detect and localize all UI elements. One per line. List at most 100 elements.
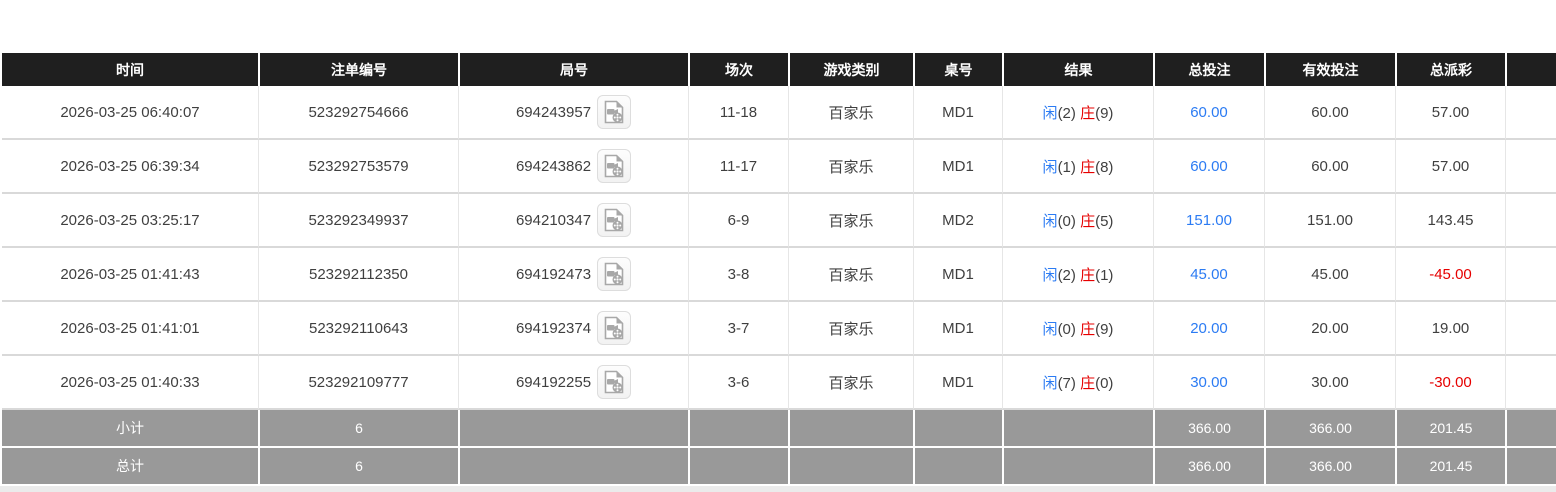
player-result-label: 闲: [1042, 374, 1058, 392]
cell-time: 2026-03-25 01:41:01: [2, 302, 258, 356]
page: 时间 注单编号 局号 场次 游戏类别 桌号 结果 总投注 有效投注 总派彩 20…: [0, 53, 1556, 492]
table-row: 2026-03-25 03:25:17 523292349937 6942103…: [2, 194, 1556, 248]
cell-table-no: MD2: [913, 194, 1002, 248]
summary-empty-table-no: [913, 410, 1002, 448]
cell-session: 3-6: [688, 356, 788, 410]
banker-result-label: 庄: [1080, 374, 1096, 392]
round-number: 694192473: [515, 265, 592, 283]
cell-session: 3-8: [688, 248, 788, 302]
summary-row: 总计 6 366.00 366.00 201.45: [2, 448, 1556, 486]
cell-valid-bet: 60.00: [1264, 140, 1395, 194]
cell-valid-bet: 151.00: [1264, 194, 1395, 248]
cell-game-type: 百家乐: [788, 248, 913, 302]
header-extra: [1505, 53, 1556, 86]
cell-round-no: 694192255: [458, 356, 688, 410]
cell-session: 11-18: [688, 86, 788, 140]
cell-game-type: 百家乐: [788, 140, 913, 194]
player-result-label: 闲: [1042, 320, 1058, 338]
cell-payout: -30.00: [1395, 356, 1505, 410]
cell-extra: [1505, 86, 1556, 140]
header-valid-bet: 有效投注: [1264, 53, 1395, 86]
cell-extra: [1505, 248, 1556, 302]
player-result-score: (1): [1057, 158, 1076, 176]
round-number: 694192255: [515, 373, 592, 391]
summary-row: 小计 6 366.00 366.00 201.45: [2, 410, 1556, 448]
cell-extra: [1505, 194, 1556, 248]
cell-game-type: 百家乐: [788, 356, 913, 410]
cell-table-no: MD1: [913, 248, 1002, 302]
cell-table-no: MD1: [913, 86, 1002, 140]
cell-result: 闲(7) 庄(0): [1002, 356, 1153, 410]
cell-round-no: 694210347: [458, 194, 688, 248]
video-replay-button[interactable]: [597, 95, 632, 129]
cell-table-no: MD1: [913, 140, 1002, 194]
cell-session: 3-7: [688, 302, 788, 356]
summary-empty-round: [458, 410, 688, 448]
video-replay-button[interactable]: [597, 257, 632, 291]
cell-bet-id: 523292753579: [258, 140, 458, 194]
cell-bet-id: 523292110643: [258, 302, 458, 356]
cell-valid-bet: 30.00: [1264, 356, 1395, 410]
video-replay-button[interactable]: [597, 311, 632, 345]
video-replay-icon: [604, 100, 624, 124]
player-result-label: 闲: [1042, 104, 1058, 122]
total-bet-link[interactable]: 60.00: [1190, 103, 1228, 121]
total-bet-link[interactable]: 45.00: [1190, 265, 1228, 283]
summary-label: 小计: [2, 410, 258, 448]
total-bet-link[interactable]: 30.00: [1190, 373, 1228, 391]
banker-result-label: 庄: [1080, 266, 1096, 284]
header-result: 结果: [1002, 53, 1153, 86]
cell-payout: 19.00: [1395, 302, 1505, 356]
banker-result-score: (9): [1095, 320, 1114, 338]
cell-total-bet: 45.00: [1153, 248, 1264, 302]
summary-empty-result: [1002, 410, 1153, 448]
header-time: 时间: [2, 53, 258, 86]
summary-empty-session: [688, 410, 788, 448]
cell-valid-bet: 20.00: [1264, 302, 1395, 356]
player-result-label: 闲: [1042, 158, 1058, 176]
summary-total-bet: 366.00: [1153, 410, 1264, 448]
round-number: 694192374: [515, 319, 592, 337]
video-replay-button[interactable]: [597, 365, 632, 399]
banker-result-score: (5): [1095, 212, 1114, 230]
player-result-score: (2): [1057, 266, 1076, 284]
cell-time: 2026-03-25 06:40:07: [2, 86, 258, 140]
summary-empty-game-type: [788, 410, 913, 448]
cell-extra: [1505, 140, 1556, 194]
table-row: 2026-03-25 01:41:43 523292112350 6941924…: [2, 248, 1556, 302]
banker-result-label: 庄: [1080, 320, 1096, 338]
header-bet-id: 注单编号: [258, 53, 458, 86]
bet-history-table: 时间 注单编号 局号 场次 游戏类别 桌号 结果 总投注 有效投注 总派彩 20…: [2, 53, 1556, 486]
cell-game-type: 百家乐: [788, 194, 913, 248]
cell-game-type: 百家乐: [788, 302, 913, 356]
video-replay-button[interactable]: [597, 203, 632, 237]
video-replay-icon: [604, 154, 624, 178]
total-bet-link[interactable]: 60.00: [1190, 157, 1228, 175]
video-replay-button[interactable]: [597, 149, 632, 183]
cell-total-bet: 20.00: [1153, 302, 1264, 356]
summary-payout: 201.45: [1395, 410, 1505, 448]
cell-time: 2026-03-25 01:41:43: [2, 248, 258, 302]
cell-result: 闲(1) 庄(8): [1002, 140, 1153, 194]
cell-payout: 57.00: [1395, 86, 1505, 140]
cell-bet-id: 523292349937: [258, 194, 458, 248]
cell-extra: [1505, 356, 1556, 410]
header-game-type: 游戏类别: [788, 53, 913, 86]
cell-extra: [1505, 302, 1556, 356]
player-result-score: (7): [1057, 374, 1076, 392]
player-result-score: (2): [1057, 104, 1076, 122]
cell-bet-id: 523292112350: [258, 248, 458, 302]
cell-round-no: 694243862: [458, 140, 688, 194]
banker-result-score: (0): [1095, 374, 1114, 392]
header-payout: 总派彩: [1395, 53, 1505, 86]
summary-empty-table-no: [913, 448, 1002, 486]
total-bet-link[interactable]: 20.00: [1190, 319, 1228, 337]
cell-table-no: MD1: [913, 356, 1002, 410]
total-bet-link[interactable]: 151.00: [1186, 211, 1232, 229]
round-number: 694243862: [515, 157, 592, 175]
cell-total-bet: 60.00: [1153, 86, 1264, 140]
cell-time: 2026-03-25 01:40:33: [2, 356, 258, 410]
summary-count: 6: [258, 448, 458, 486]
table-row: 2026-03-25 01:41:01 523292110643 6941923…: [2, 302, 1556, 356]
player-result-label: 闲: [1042, 266, 1058, 284]
